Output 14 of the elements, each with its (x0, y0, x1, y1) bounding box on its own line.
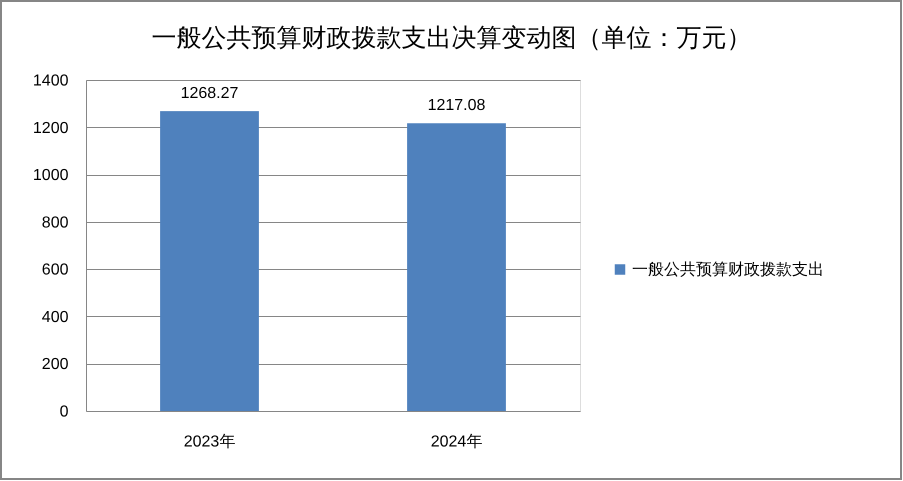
x-tick-label: 2023年 (184, 434, 236, 450)
y-tick-label: 400 (42, 308, 69, 326)
y-tick-label: 200 (42, 356, 69, 374)
data-label: 1268.27 (180, 85, 239, 102)
y-tick-label: 800 (42, 214, 69, 232)
y-tick-label: 0 (60, 404, 69, 420)
chart-title: 一般公共预算财政拨款支出决算变动图（单位：万元） (152, 24, 752, 52)
y-tick-label: 1400 (32, 72, 69, 90)
y-tick-label: 1200 (32, 120, 69, 137)
legend-label: 一般公共预算财政拨款支出 (632, 260, 824, 278)
x-tick-label: 2024年 (430, 434, 482, 450)
y-tick-label: 1000 (32, 167, 69, 184)
data-label: 1217.08 (428, 97, 486, 114)
y-tick-label: 600 (42, 262, 69, 279)
